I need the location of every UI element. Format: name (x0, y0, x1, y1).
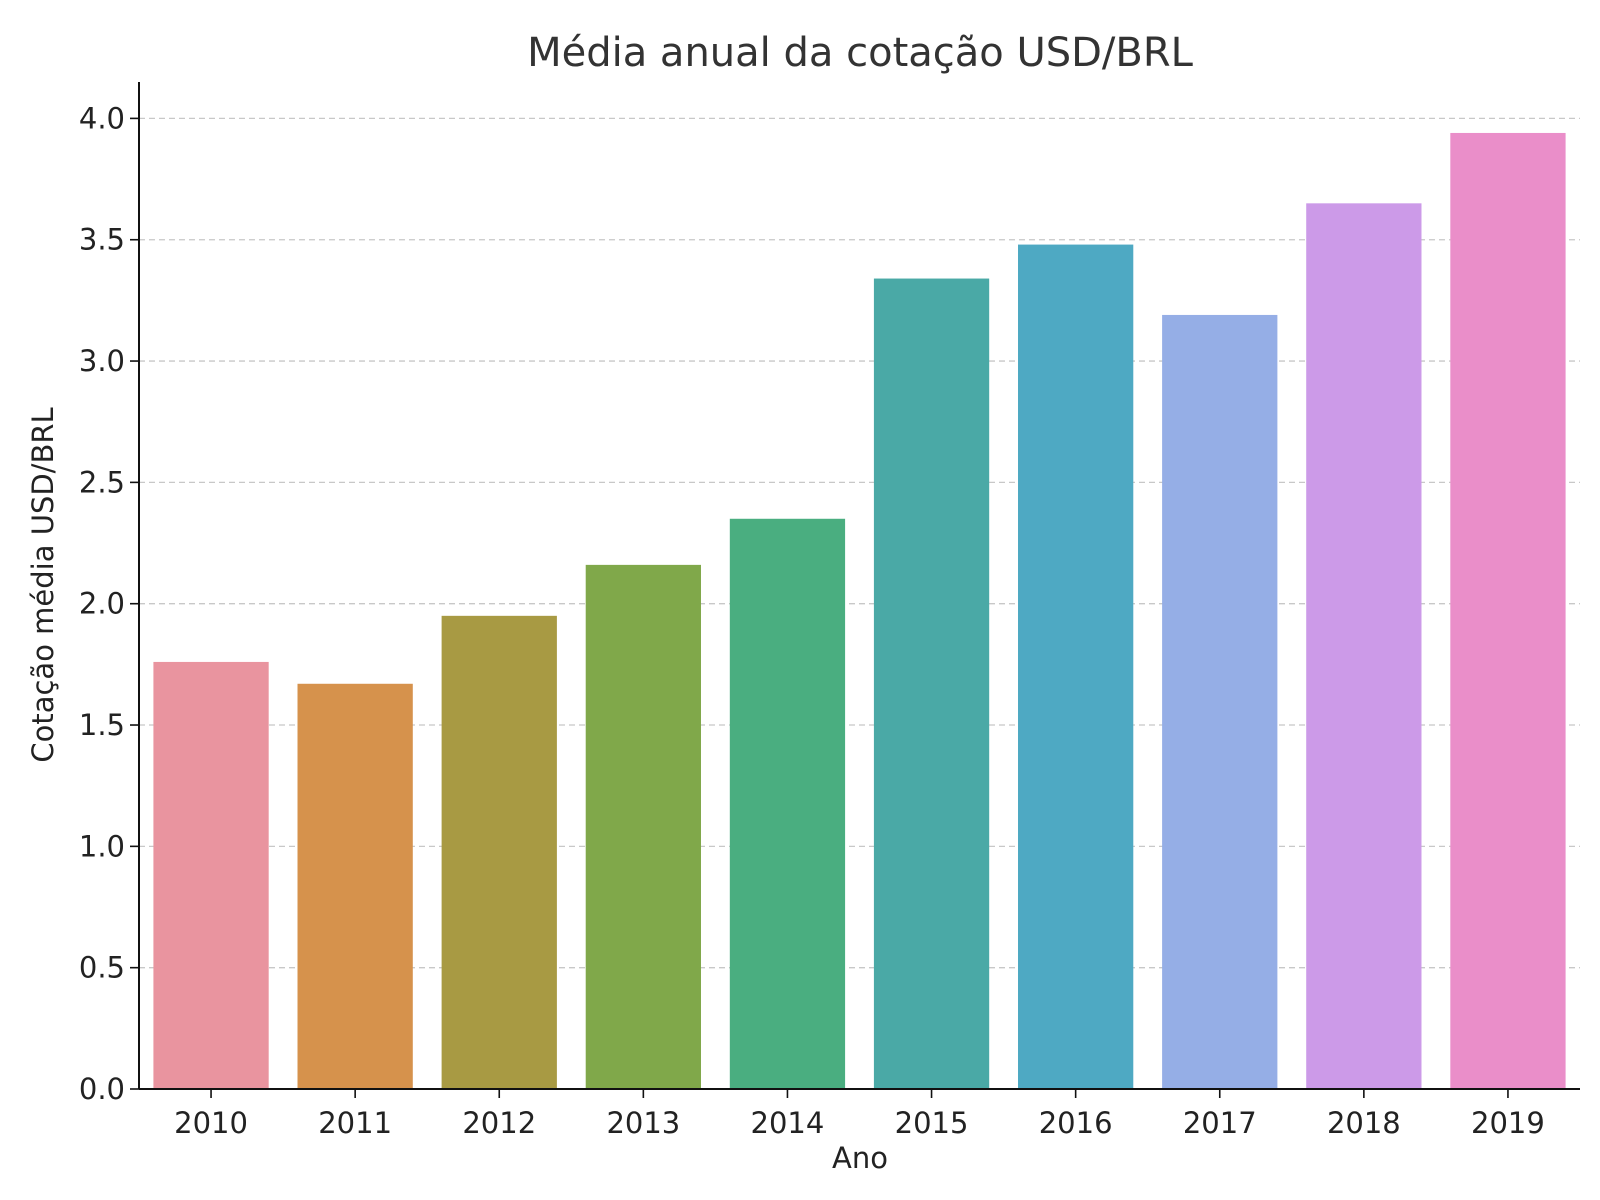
y-tick-label: 1.5 (79, 708, 125, 742)
x-tick-label-2011: 2011 (318, 1106, 392, 1140)
bar-2014 (729, 518, 846, 1089)
x-tick-label-2019: 2019 (1471, 1106, 1545, 1140)
y-axis-label: Cotação média USD/BRL (26, 407, 60, 762)
bar-2016 (1018, 244, 1134, 1089)
x-tick-label-2012: 2012 (462, 1106, 536, 1140)
y-tick-label: 4.0 (79, 101, 125, 135)
y-tick-label: 1.0 (79, 829, 125, 863)
bar-2019 (1450, 132, 1566, 1090)
bars (153, 132, 1566, 1090)
x-tick-label-2010: 2010 (174, 1106, 248, 1140)
bar-2012 (441, 615, 557, 1089)
bar-2017 (1162, 314, 1278, 1089)
x-tick-label-2017: 2017 (1183, 1106, 1257, 1140)
bar-2013 (585, 564, 701, 1089)
bar-2010 (153, 661, 269, 1089)
axes (138, 82, 1580, 1090)
y-ticks: 0.0 0.5 1.0 1.5 2.0 2.5 3.0 3.5 4.0 (79, 101, 139, 1106)
x-tick-label-2014: 2014 (751, 1106, 825, 1140)
x-tick-label-2015: 2015 (895, 1106, 969, 1140)
x-axis-label: Ano (832, 1141, 888, 1175)
y-tick-label: 2.5 (79, 465, 125, 499)
y-tick-label: 2.0 (79, 587, 125, 621)
chart-title: Média anual da cotação USD/BRL (527, 30, 1194, 76)
y-tick-label: 0.5 (79, 951, 125, 985)
x-tick-label-2016: 2016 (1039, 1106, 1113, 1140)
y-tick-label: 3.0 (79, 344, 125, 378)
x-tick-label-2018: 2018 (1327, 1106, 1401, 1140)
bar-2015 (873, 278, 990, 1089)
bar-2011 (297, 683, 413, 1089)
y-tick-label: 0.0 (79, 1072, 125, 1106)
y-tick-label: 3.5 (79, 223, 125, 257)
x-ticks: 2010 2011 2012 2013 2014 2015 2016 2017 2018 2019 (174, 1089, 1545, 1140)
bar-2018 (1306, 203, 1422, 1089)
x-tick-label-2013: 2013 (606, 1106, 680, 1140)
